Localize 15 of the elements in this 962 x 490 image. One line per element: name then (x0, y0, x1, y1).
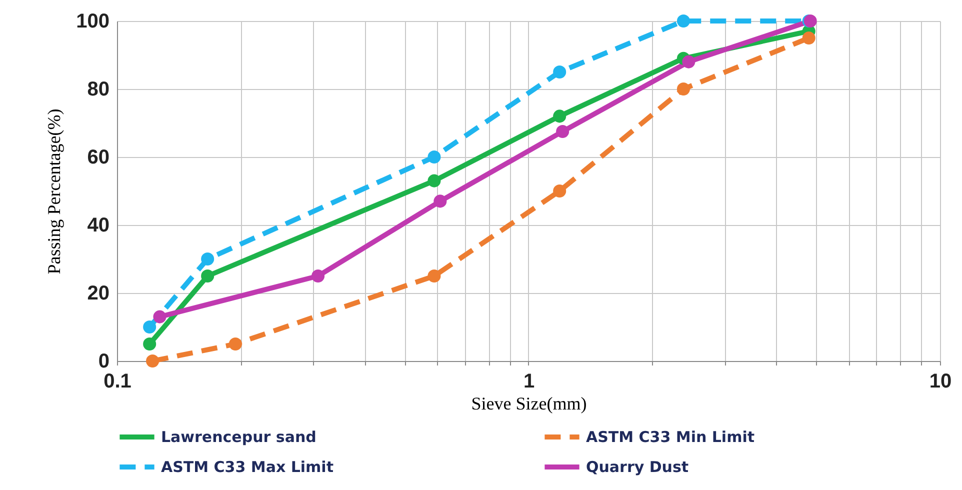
y-tick-label: 60 (87, 146, 110, 168)
x-tick-label: 1 (523, 370, 535, 392)
x-tick-label: 10 (929, 370, 952, 392)
y-axis-title: Passing Percentage(%) (44, 108, 64, 274)
legend-label: ASTM C33 Min Limit (586, 428, 755, 446)
x-tick-label: 0.1 (104, 370, 132, 392)
legend-label: Lawrencepur sand (161, 428, 316, 446)
legend-label: Quarry Dust (586, 458, 689, 476)
y-tick-label: 0 (98, 350, 110, 372)
y-tick-label: 20 (87, 282, 110, 304)
legend-label: ASTM C33 Max Limit (161, 458, 334, 476)
x-axis-title: Sieve Size(mm) (471, 394, 587, 414)
y-tick-label: 100 (76, 10, 110, 32)
y-tick-label: 40 (87, 214, 110, 236)
y-tick-label: 80 (87, 78, 110, 100)
